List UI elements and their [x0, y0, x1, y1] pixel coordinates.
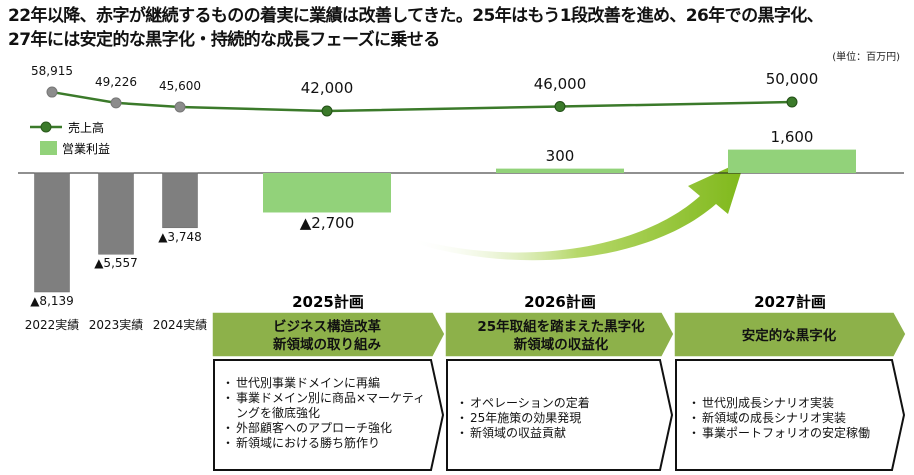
- category-label: 2022実績: [24, 318, 80, 332]
- op-profit-bar: [263, 173, 391, 213]
- plan-item: 外部顧客へのアプローチ強化: [222, 421, 437, 436]
- legend-op-profit: 営業利益: [62, 140, 110, 157]
- plan-item: オペレーションの定着: [456, 396, 661, 411]
- op-profit-bar: [162, 172, 198, 229]
- plan-item: 世代別事業ドメインに再編: [222, 376, 437, 391]
- plan-item: 事業ドメイン別に商品×マーケティングを徹底強化: [222, 391, 437, 421]
- plan-header-2025: ビジネス構造改革 新領域の取り組み: [214, 316, 440, 356]
- legend-op-profit-label: 営業利益: [62, 142, 111, 156]
- header-line: 新領域の収益化: [513, 337, 609, 353]
- plan-items-2025: 世代別事業ドメインに再編 事業ドメイン別に商品×マーケティングを徹底強化 外部顧…: [222, 376, 437, 451]
- sales-marker: [786, 96, 798, 108]
- plan-year-2027: 2027計画: [754, 293, 826, 311]
- legend-line-marker: [40, 121, 52, 133]
- legend-bar-swatch: [40, 141, 57, 155]
- header-line: 新領域の取り組み: [273, 337, 381, 353]
- plan-items-2026: オペレーションの定着 25年施策の効果発現 新領域の収益貢献: [456, 396, 661, 441]
- sales-line: [51, 90, 793, 113]
- op-profit-bar: [496, 168, 624, 173]
- header-line: ビジネス構造改革: [273, 319, 381, 335]
- plan-header-2027: 安定的な黒字化: [676, 316, 902, 356]
- title-line-1: 22年以降、赤字が継続するものの着実に業績は改善してきた。25年はもう1段改善を…: [8, 6, 824, 26]
- plan-header-chevron: [211, 311, 446, 358]
- sales-marker: [110, 97, 122, 109]
- op-profit-bar: [34, 172, 70, 293]
- plan-item: 事業ポートフォリオの安定稼働: [688, 426, 893, 441]
- plan-item: 新領域の成長シナリオ実装: [688, 411, 893, 426]
- title-line-2: 27年には安定的な黒字化・持続的な成長フェーズに乗せる: [8, 30, 440, 50]
- op-profit-label: ▲8,139: [30, 294, 74, 308]
- header-line: 25年取組を踏まえた黒字化: [477, 319, 645, 335]
- sales-label: 49,226: [95, 74, 137, 89]
- sales-label: 45,600: [159, 78, 201, 93]
- plan-items-2027: 世代別成長シナリオ実装 新領域の成長シナリオ実装 事業ポートフォリオの安定稼働: [688, 396, 893, 441]
- plan-item: 25年施策の効果発現: [456, 411, 661, 426]
- legend-sales-label: 売上高: [68, 121, 105, 135]
- legend-sales: 売上高: [68, 119, 104, 136]
- growth-arrow: [410, 160, 745, 261]
- op-profit-label: 1,600: [770, 127, 814, 146]
- plan-item: 新領域における勝ち筋作り: [222, 436, 437, 451]
- plan-header-chevron: [444, 311, 675, 358]
- op-profit-bar: [728, 149, 856, 173]
- sales-label: 58,915: [31, 64, 73, 79]
- plan-item: 世代別成長シナリオ実装: [688, 396, 893, 411]
- sales-label: 46,000: [533, 74, 587, 93]
- unit-label: (単位：百万円): [832, 52, 900, 63]
- sales-label: 42,000: [300, 79, 354, 97]
- sales-marker: [46, 86, 58, 98]
- header-line: 安定的な黒字化: [741, 328, 837, 344]
- plan-year-2025: 2025計画: [292, 293, 364, 311]
- sales-marker: [174, 101, 186, 113]
- sales-label: 50,000: [765, 70, 819, 89]
- op-profit-label: ▲5,557: [94, 256, 138, 271]
- sales-marker: [321, 105, 333, 117]
- op-profit-label: ▲3,748: [158, 229, 202, 244]
- op-profit-label: 300: [545, 146, 575, 165]
- slide-title: 22年以降、赤字が継続するものの着実に業績は改善してきた。25年はもう1段改善を…: [8, 4, 824, 52]
- op-profit-label: ▲2,700: [299, 214, 355, 233]
- sales-marker: [554, 101, 566, 113]
- plan-header-chevron: [673, 311, 907, 358]
- plan-header-2026: 25年取組を踏まえた黒字化 新領域の収益化: [448, 316, 674, 356]
- op-profit-bar: [98, 172, 134, 255]
- plan-item: 新領域の収益貢献: [456, 426, 661, 441]
- category-label: 2023実績: [88, 318, 144, 332]
- plan-year-2026: 2026計画: [524, 293, 596, 311]
- category-label: 2024実績: [152, 318, 208, 332]
